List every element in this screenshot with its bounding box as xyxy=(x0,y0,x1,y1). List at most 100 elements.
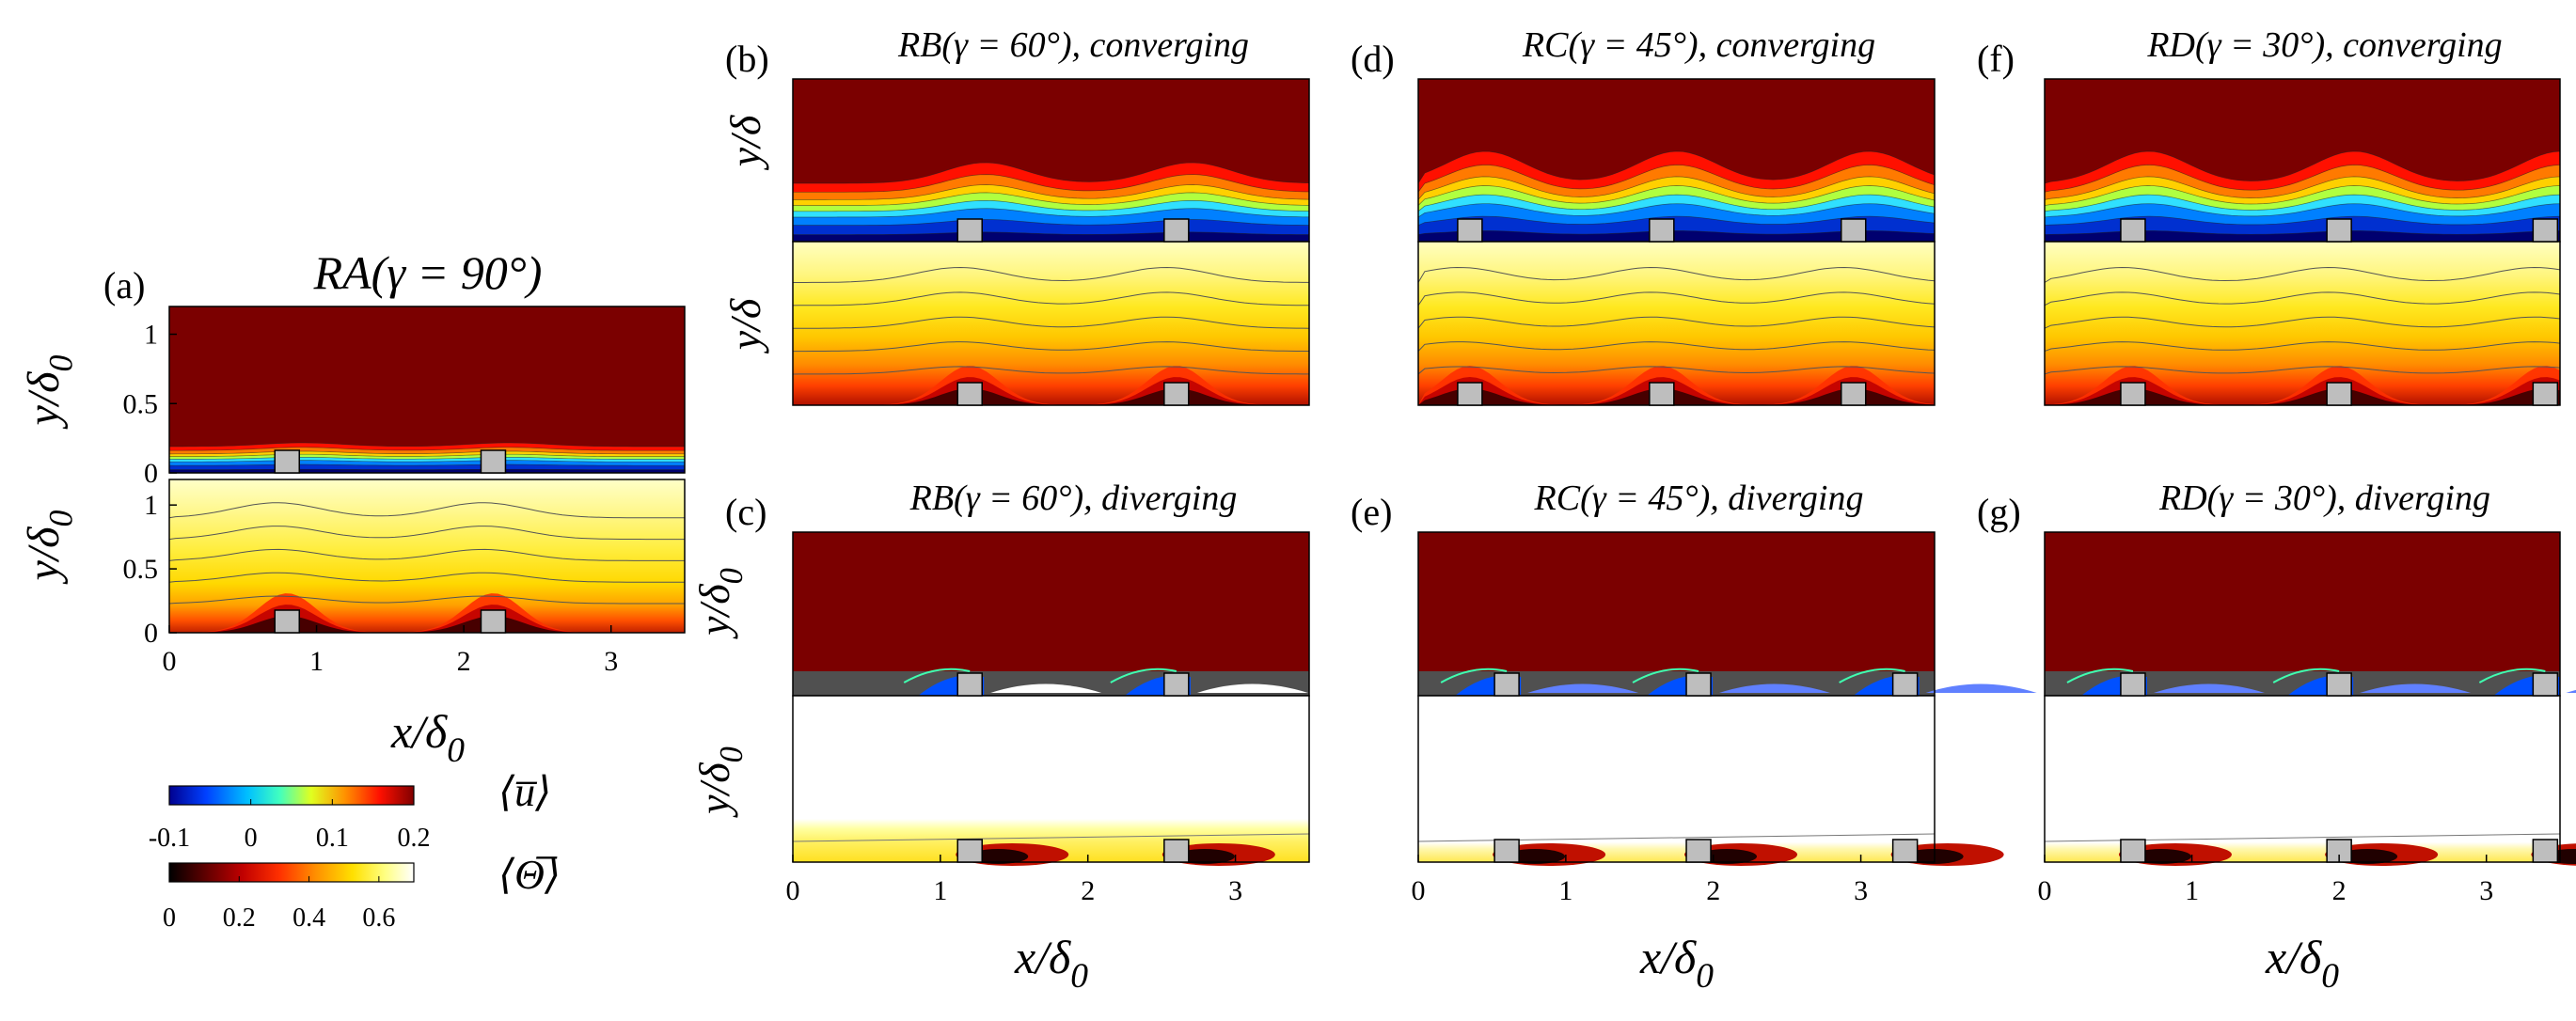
roughness-block-velocity-1 xyxy=(1649,218,1675,243)
roughness-block-velocity-2 xyxy=(2532,672,2559,697)
x-tick-label: 0 xyxy=(2038,875,2052,906)
temperature-isoline-5 xyxy=(1417,266,1936,283)
panel-label: (a) xyxy=(103,264,145,306)
xlabel-a: x/δ0 xyxy=(390,705,465,770)
ylabel-c-bottom-text: y/δ0 xyxy=(690,746,750,818)
x-tick-label: 2 xyxy=(1706,875,1720,906)
roughness-block-temperature-0 xyxy=(1457,382,1483,406)
temperature-hot-contour-2 xyxy=(1418,388,1935,405)
ylabel-c-top: y/δ0 xyxy=(690,568,750,639)
roughness-block-velocity-0 xyxy=(274,449,301,474)
y-tick-label-bottom: 0.5 xyxy=(123,554,159,585)
roughness-block-velocity-0 xyxy=(956,218,983,243)
roughness-block-velocity-0 xyxy=(956,672,983,697)
roughness-block-temperature-2 xyxy=(2532,839,2559,863)
temperature-frame xyxy=(792,241,1310,406)
velocity-recirc-1 xyxy=(2360,683,2472,693)
x-tick-label: 3 xyxy=(604,646,618,677)
temperature-hot-contour-1 xyxy=(2045,377,2560,405)
xlabel-e-text: x/δ0 xyxy=(1639,931,1714,996)
roughness-block-velocity-0 xyxy=(1457,218,1483,243)
velocity-recirc-2 xyxy=(1925,683,2037,693)
colorbar-theta-tick-label: 0.2 xyxy=(223,903,256,933)
ylabel-b-top-text: y/δ xyxy=(721,115,769,170)
xlabel-g-text: x/δ0 xyxy=(2265,931,2339,996)
panel-label: (b) xyxy=(725,38,769,80)
roughness-block-velocity-2 xyxy=(2532,218,2559,243)
panel-title: RD(γ = 30°), diverging xyxy=(2158,479,2490,518)
velocity-shear-line-2 xyxy=(2478,668,2546,683)
temperature-isoline-3 xyxy=(1417,316,1936,329)
temperature-field xyxy=(1418,696,1935,862)
temperature-isoline-1 xyxy=(168,595,685,605)
xlabel-c: x/δ0 xyxy=(1014,931,1088,996)
xlabel-e: x/δ0 xyxy=(1639,931,1714,996)
x-tick-label: 3 xyxy=(1228,875,1242,906)
x-tick-label: 1 xyxy=(933,875,947,906)
temperature-isoline-3 xyxy=(792,316,1310,329)
roughness-block-temperature-2 xyxy=(1891,839,1919,863)
colorbar-theta-tick-label: 0.6 xyxy=(362,903,395,933)
temperature-isoline-3 xyxy=(168,548,685,561)
ylabel-a-bottom-text: y/δ0 xyxy=(19,510,79,586)
x-tick-label: 2 xyxy=(2332,875,2347,906)
panel-title: RC(γ = 45°), converging xyxy=(1522,25,1875,65)
panel-label: (d) xyxy=(1351,38,1395,80)
temperature-core-0 xyxy=(968,849,1029,864)
roughness-block-temperature-1 xyxy=(1649,382,1675,406)
panel-c: (c) RB(γ = 60°), diverging 0 1 2 3 xyxy=(725,479,1310,906)
roughness-block-velocity-2 xyxy=(1891,672,1919,697)
xlabel-a-text: x/δ0 xyxy=(390,705,465,770)
velocity-recirc-1 xyxy=(1719,683,1831,693)
roughness-block-temperature-0 xyxy=(956,382,983,406)
velocity-shear-line-0 xyxy=(2066,668,2134,683)
panel-title: RB(γ = 60°), converging xyxy=(897,25,1249,65)
panel-title: RD(γ = 30°), converging xyxy=(2146,25,2502,65)
roughness-block-temperature-0 xyxy=(2120,382,2146,406)
panel-label: (e) xyxy=(1351,491,1392,533)
temperature-isoline-1 xyxy=(2044,366,2561,375)
ylabel-a-bottom: y/δ0 xyxy=(19,510,79,586)
colorbar-u-tick-label: 0.2 xyxy=(398,824,431,853)
temperature-core-1 xyxy=(2337,849,2398,864)
panel-a: (a) RA(γ = 90°)0 1 2 3 xyxy=(103,246,686,677)
colorbar-theta-tick-label: 0 xyxy=(163,903,176,933)
panel-title: RC(γ = 45°), diverging xyxy=(1534,479,1864,518)
x-tick-label: 0 xyxy=(1412,875,1426,906)
temperature-isoline-3 xyxy=(2044,316,2561,329)
xlabel-g: x/δ0 xyxy=(2265,931,2339,996)
temperature-isoline-4 xyxy=(168,526,685,541)
temperature-isoline-2 xyxy=(168,572,685,583)
velocity-recirc-1 xyxy=(1196,683,1308,693)
temperature-core-2 xyxy=(1903,849,1964,864)
y-tick-label-bottom: 1 xyxy=(144,490,158,521)
roughness-block-velocity-1 xyxy=(1163,218,1190,243)
velocity-shear-line-0 xyxy=(1440,668,1508,683)
velocity-background xyxy=(1418,532,1935,696)
roughness-block-temperature-0 xyxy=(274,609,301,634)
temperature-core-0 xyxy=(2130,849,2191,864)
colorbar-u-tick-label: -0.1 xyxy=(149,824,190,853)
roughness-block-temperature-0 xyxy=(2120,839,2146,863)
temperature-isoline-2 xyxy=(1417,341,1936,352)
roughness-block-temperature-1 xyxy=(1163,839,1190,863)
roughness-block-temperature-1 xyxy=(2326,382,2352,406)
velocity-shear-line-1 xyxy=(1632,668,1699,683)
roughness-block-velocity-1 xyxy=(1685,672,1712,697)
x-tick-label: 3 xyxy=(1854,875,1868,906)
roughness-block-velocity-1 xyxy=(2326,218,2352,243)
x-tick-label: 1 xyxy=(1558,875,1572,906)
roughness-block-velocity-1 xyxy=(2326,672,2352,697)
temperature-frame xyxy=(1417,241,1936,406)
y-tick-label-top: 0.5 xyxy=(123,388,159,419)
velocity-shear-line-1 xyxy=(1110,668,1177,683)
temperature-isoline-4 xyxy=(792,291,1309,306)
temperature-isoline-5 xyxy=(2044,266,2561,283)
x-tick-label: 2 xyxy=(1081,875,1095,906)
temperature-field xyxy=(793,242,1309,405)
ylabel-b-bottom: y/δ xyxy=(721,298,769,353)
temperature-isoline-1 xyxy=(792,366,1309,375)
temperature-core-1 xyxy=(1174,849,1235,864)
roughness-block-temperature-2 xyxy=(2532,382,2559,406)
velocity-frame xyxy=(168,306,686,474)
